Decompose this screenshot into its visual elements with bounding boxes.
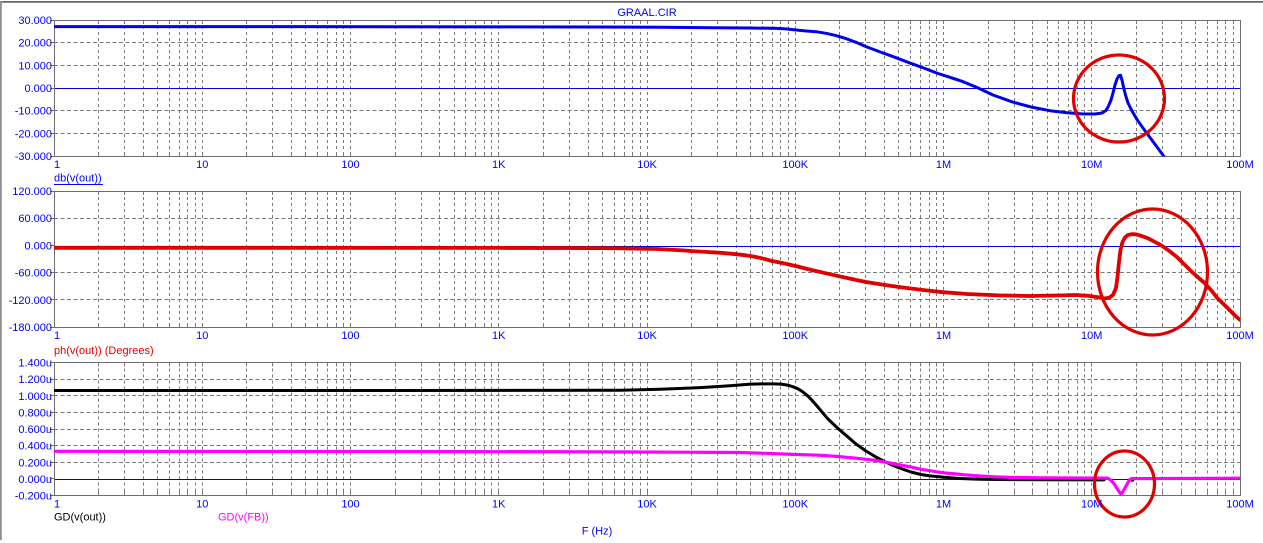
svg-text:1.000u: 1.000u bbox=[18, 391, 52, 403]
svg-text:10.000: 10.000 bbox=[18, 60, 52, 72]
svg-text:1: 1 bbox=[54, 330, 60, 342]
svg-text:0.200u: 0.200u bbox=[18, 457, 52, 469]
svg-text:1.400u: 1.400u bbox=[18, 358, 52, 370]
svg-text:100K: 100K bbox=[782, 499, 808, 511]
svg-text:1.200u: 1.200u bbox=[18, 374, 52, 386]
svg-text:-30.000: -30.000 bbox=[15, 151, 52, 163]
svg-text:10K: 10K bbox=[637, 499, 657, 511]
svg-text:0.600u: 0.600u bbox=[18, 424, 52, 436]
svg-text:0.400u: 0.400u bbox=[18, 441, 52, 453]
svg-text:10: 10 bbox=[196, 159, 208, 171]
svg-text:10: 10 bbox=[196, 330, 208, 342]
svg-text:10K: 10K bbox=[637, 330, 657, 342]
svg-text:100K: 100K bbox=[782, 330, 808, 342]
svg-text:20.000: 20.000 bbox=[18, 38, 52, 50]
svg-text:1: 1 bbox=[54, 499, 60, 511]
svg-text:0.800u: 0.800u bbox=[18, 407, 52, 419]
svg-text:10M: 10M bbox=[1081, 499, 1102, 511]
svg-text:1M: 1M bbox=[936, 159, 951, 171]
svg-text:db(v(out)): db(v(out)) bbox=[54, 173, 102, 185]
svg-text:1M: 1M bbox=[936, 499, 951, 511]
svg-text:10M: 10M bbox=[1081, 159, 1102, 171]
svg-text:ph(v(out)) (Degrees): ph(v(out)) (Degrees) bbox=[54, 345, 154, 357]
svg-text:100M: 100M bbox=[1226, 499, 1254, 511]
svg-text:-120.000: -120.000 bbox=[9, 295, 52, 307]
svg-text:-180.000: -180.000 bbox=[9, 322, 52, 334]
svg-text:0.000u: 0.000u bbox=[18, 474, 52, 486]
svg-text:1K: 1K bbox=[492, 499, 506, 511]
svg-text:1M: 1M bbox=[936, 330, 951, 342]
svg-text:120.000: 120.000 bbox=[12, 186, 52, 198]
svg-text:GRAAL.CIR: GRAAL.CIR bbox=[617, 7, 676, 19]
svg-text:100K: 100K bbox=[782, 159, 808, 171]
svg-text:10M: 10M bbox=[1081, 330, 1102, 342]
svg-text:0.000: 0.000 bbox=[24, 240, 52, 252]
svg-text:1: 1 bbox=[54, 159, 60, 171]
svg-text:0.000: 0.000 bbox=[24, 83, 52, 95]
svg-text:100M: 100M bbox=[1226, 159, 1254, 171]
svg-text:-10.000: -10.000 bbox=[15, 106, 52, 118]
svg-text:GD(v(out)): GD(v(out)) bbox=[54, 512, 106, 524]
svg-text:100: 100 bbox=[341, 499, 359, 511]
svg-text:60.000: 60.000 bbox=[18, 213, 52, 225]
svg-text:30.000: 30.000 bbox=[18, 15, 52, 27]
svg-text:100M: 100M bbox=[1226, 330, 1254, 342]
svg-text:10: 10 bbox=[196, 499, 208, 511]
svg-text:GD(v(FB)): GD(v(FB)) bbox=[218, 512, 269, 524]
svg-text:F (Hz): F (Hz) bbox=[582, 526, 613, 538]
svg-text:-60.000: -60.000 bbox=[15, 268, 52, 280]
svg-text:1K: 1K bbox=[492, 330, 506, 342]
svg-text:-0.200u: -0.200u bbox=[15, 491, 52, 503]
svg-text:100: 100 bbox=[341, 330, 359, 342]
svg-text:-20.000: -20.000 bbox=[15, 128, 52, 140]
svg-text:1K: 1K bbox=[492, 159, 506, 171]
svg-text:100: 100 bbox=[341, 159, 359, 171]
svg-text:10K: 10K bbox=[637, 159, 657, 171]
